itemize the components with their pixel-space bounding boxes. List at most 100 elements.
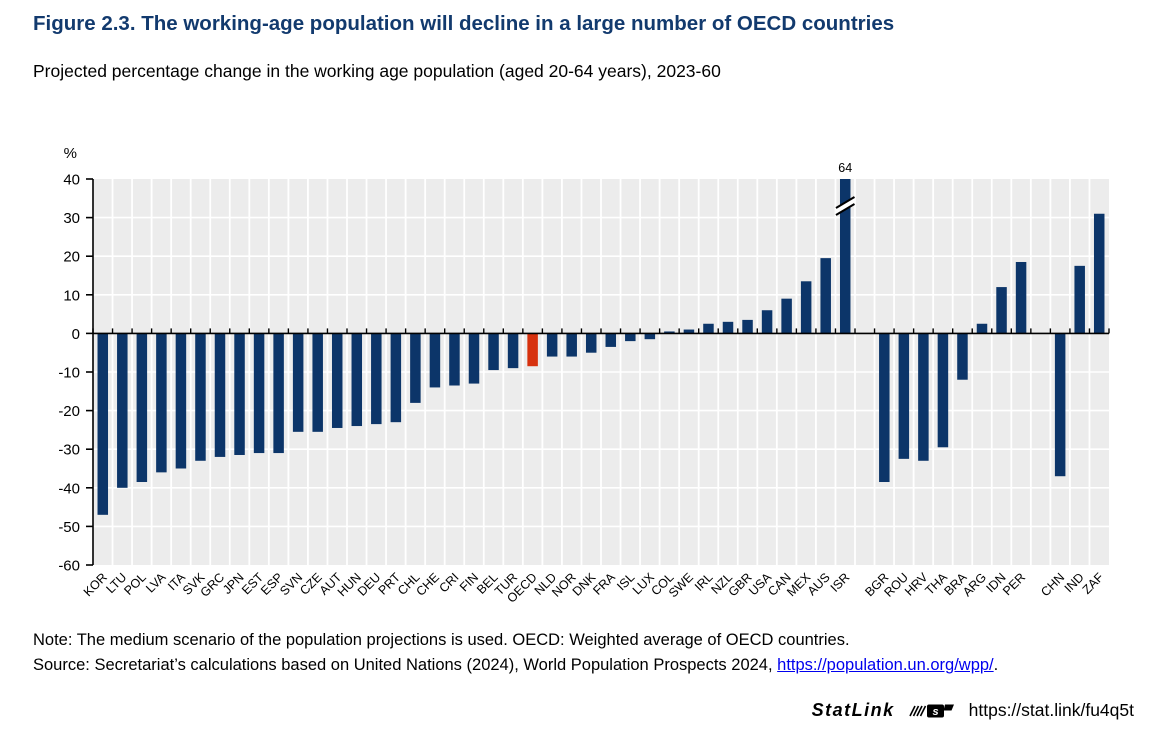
x-tick-label-AUT: AUT [317, 570, 345, 598]
y-tick-label: -30 [58, 442, 80, 459]
bar-IRL [703, 323, 714, 334]
y-tick-label: -40 [58, 480, 80, 497]
bar-ZAF [1093, 213, 1105, 334]
axis-break-mark [835, 203, 855, 216]
x-tick-label-IDN: IDN [984, 570, 1009, 595]
bar-NLD [546, 333, 558, 357]
bar-TUR [507, 333, 519, 369]
axis-break-gap [835, 197, 855, 215]
x-tick-label-PRT: PRT [376, 570, 404, 598]
bar-FIN [468, 333, 480, 384]
bar-ISL [625, 333, 636, 342]
bar-NOR [566, 333, 577, 357]
bar-EST [253, 333, 265, 454]
x-tick-label-CZE: CZE [297, 570, 325, 598]
bar-ROU [898, 333, 910, 459]
bar-DNK [585, 333, 597, 353]
bar-CHN [1054, 333, 1066, 477]
bar-HRV [918, 333, 929, 461]
x-tick-label-EST: EST [239, 570, 266, 597]
x-tick-label-SVK: SVK [180, 570, 208, 598]
source-link[interactable]: https://population.un.org/wpp/ [777, 656, 994, 674]
bar-LTU [117, 333, 128, 488]
statlink-url[interactable]: https://stat.link/fu4q5t [968, 700, 1134, 720]
bar-OECD [527, 333, 538, 367]
figure-source: Source: Secretariat’s calculations based… [33, 656, 998, 675]
bar-CAN [781, 298, 792, 334]
x-tick-label-HRV: HRV [902, 570, 931, 599]
source-text: Source: Secretariat’s calculations based… [33, 656, 778, 674]
x-tick-label-ZAF: ZAF [1080, 570, 1107, 597]
bar-SWE [683, 329, 695, 334]
y-tick-label: -50 [58, 519, 80, 536]
bar-FRA [605, 333, 617, 347]
y-tick-label: -20 [58, 403, 80, 420]
bar-KOR [97, 333, 109, 515]
bar-ITA [175, 333, 187, 469]
bar-HUN [351, 333, 363, 427]
y-tick-label: -10 [58, 365, 80, 382]
bar-IDN [996, 287, 1007, 334]
bar-JPN [234, 333, 245, 455]
x-tick-label-CHN: CHN [1038, 570, 1067, 599]
bar-ARG [976, 323, 988, 334]
statlink-barcode-icon: s [908, 704, 954, 717]
bar-LUX [644, 333, 656, 340]
source-suffix: . [993, 656, 999, 674]
x-tick-label-ESP: ESP [258, 570, 286, 598]
bar-CZE [312, 333, 323, 432]
x-tick-label-POL: POL [121, 570, 149, 598]
bar-GRC [214, 333, 226, 457]
bar-AUT [331, 333, 343, 428]
x-tick-label-SWE: SWE [666, 570, 696, 600]
x-tick-label-NZL: NZL [709, 570, 736, 597]
x-tick-label-LUX: LUX [630, 570, 658, 598]
bar-MEX [800, 281, 812, 334]
bar-ISR [839, 179, 851, 334]
bar-AUS [820, 258, 831, 334]
y-tick-label: 30 [63, 210, 80, 227]
x-tick-label-AUS: AUS [805, 570, 833, 598]
x-tick-label-ISL: ISL [614, 570, 637, 593]
plot-area [93, 179, 1109, 565]
x-tick-label-ARG: ARG [960, 570, 989, 599]
bar-SVK [195, 333, 206, 461]
x-tick-label-IRL: IRL [692, 570, 716, 594]
bar-THA [937, 333, 949, 448]
x-tick-label-ITA: ITA [165, 570, 188, 593]
x-tick-label-FIN: FIN [457, 570, 481, 594]
x-tick-label-DNK: DNK [570, 570, 599, 599]
x-tick-label-TUR: TUR [492, 570, 520, 598]
x-tick-label-KOR: KOR [81, 570, 110, 599]
x-tick-label-CRI: CRI [436, 570, 461, 595]
bar-POL [136, 333, 148, 483]
bar-DEU [371, 333, 382, 425]
x-tick-label-CAN: CAN [765, 570, 794, 599]
y-tick-label: 0 [72, 326, 80, 343]
figure-note: Note: The medium scenario of the populat… [33, 631, 850, 649]
x-tick-label-MEX: MEX [784, 570, 814, 600]
x-tick-label-OECD: OECD [504, 570, 539, 605]
y-tick-label: 20 [63, 249, 80, 266]
x-tick-label-GRC: GRC [198, 570, 228, 600]
bar-PER [1015, 261, 1027, 334]
bar-IND [1074, 265, 1085, 334]
figure-title: Figure 2.3. The working-age population w… [33, 12, 895, 35]
bar-CRI [449, 333, 460, 386]
bar-NZL [722, 321, 734, 334]
x-tick-label-BRA: BRA [942, 570, 971, 599]
x-tick-label-JPN: JPN [220, 570, 247, 597]
x-tick-label-COL: COL [648, 570, 676, 598]
x-tick-label-LTU: LTU [103, 570, 129, 596]
figure-subtitle: Projected percentage change in the worki… [33, 61, 721, 81]
x-tick-label-HUN: HUN [335, 570, 364, 599]
bar-PRT [390, 333, 402, 423]
x-tick-label-USA: USA [746, 570, 775, 599]
y-tick-label: -60 [58, 558, 80, 575]
bar-BRA [957, 333, 968, 380]
x-tick-label-LVA: LVA [143, 570, 169, 596]
y-axis-unit-label: % [64, 145, 77, 162]
bar-value-label-ISR: 64 [838, 161, 852, 175]
x-tick-label-GBR: GBR [726, 570, 755, 599]
